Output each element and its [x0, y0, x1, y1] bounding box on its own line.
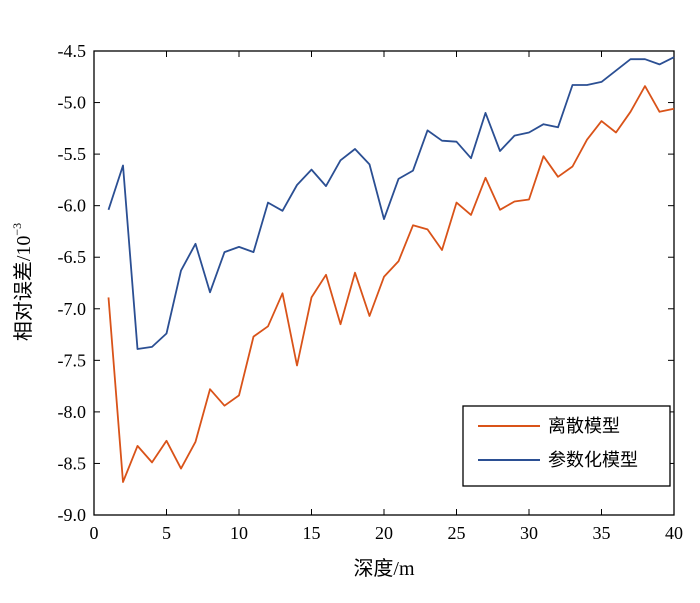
y-tick-label: -6.0 [58, 196, 87, 216]
legend-label-discrete: 离散模型 [548, 416, 620, 436]
x-tick-label: 30 [520, 523, 538, 543]
x-tick-label: 10 [230, 523, 248, 543]
y-tick-label: -8.0 [58, 402, 87, 422]
y-tick-label: -7.0 [58, 299, 87, 319]
x-tick-label: 20 [375, 523, 393, 543]
legend: 离散模型 参数化模型 [462, 405, 671, 487]
y-axis-title: 相对误差/10−3 [10, 223, 35, 341]
x-tick-label: 0 [90, 523, 99, 543]
y-axis-ticks: -4.5 -5.0 -5.5 -6.0 -6.5 -7.0 -7.5 -8.0 -8.5 -9.0 [58, 41, 674, 525]
y-tick-label: -6.5 [58, 247, 87, 267]
x-axis-ticks: 0 5 10 15 20 25 30 35 40 [90, 51, 683, 543]
x-tick-label: 5 [162, 523, 171, 543]
series-line-discrete [107, 85, 675, 483]
legend-label-parametric: 参数化模型 [548, 450, 638, 470]
series-layer [107, 56, 675, 483]
y-tick-label: -8.5 [58, 453, 87, 473]
x-tick-label: 15 [303, 523, 321, 543]
x-tick-label: 40 [665, 523, 683, 543]
x-tick-label: 35 [593, 523, 611, 543]
y-tick-label: -9.0 [58, 505, 87, 525]
y-tick-label: -5.5 [58, 144, 87, 164]
y-tick-label: -7.5 [58, 350, 87, 370]
x-axis-title: 深度/m [353, 557, 415, 580]
y-axis-title-exponent: −3 [10, 223, 24, 236]
x-tick-label: 25 [448, 523, 466, 543]
series-line-parametric [107, 56, 675, 350]
y-tick-label: -5.0 [58, 93, 87, 113]
y-axis-title-text: 相对误差/10 [12, 236, 35, 342]
legend-box [462, 405, 671, 487]
y-tick-label: -4.5 [58, 41, 87, 61]
